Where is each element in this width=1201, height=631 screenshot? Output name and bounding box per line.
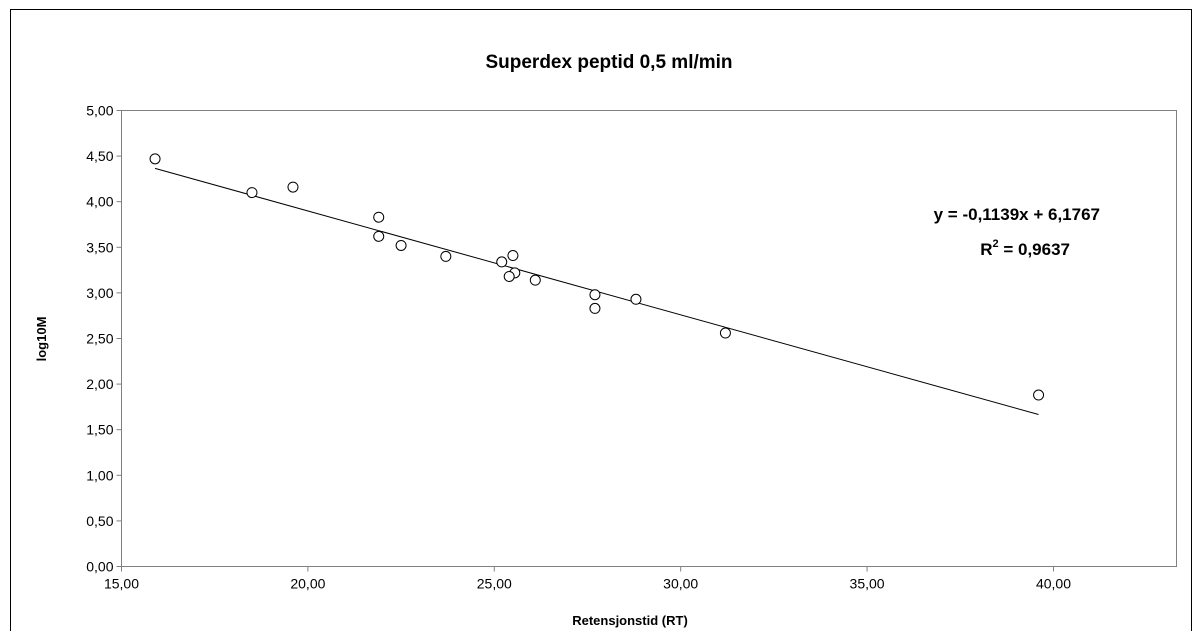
x-axis: 15,00 20,00 25,00 30,00 35,00 40,00	[104, 566, 1071, 592]
trendline-equation: y = -0,1139x + 6,1767	[934, 205, 1100, 224]
x-tick-label: 15,00	[104, 576, 139, 592]
y-tick-label: 0,00	[86, 559, 113, 575]
y-tick-label: 1,50	[86, 422, 113, 438]
data-point	[529, 274, 541, 286]
y-tick-label: 2,00	[86, 376, 113, 392]
x-tick-label: 20,00	[290, 576, 325, 592]
x-tick-label: 40,00	[1036, 576, 1071, 592]
y-axis: 0,00 0,50 1,00 1,50 2,00 2,50 3,00 3,50 4,00 4,50…	[86, 103, 122, 575]
x-axis-label: Retensjonstid (RT)	[572, 613, 688, 628]
data-point	[395, 239, 407, 251]
data-point	[503, 270, 515, 282]
r-squared-label: R2 = 0,9637	[980, 238, 1070, 259]
r2-superscript: 2	[993, 238, 999, 250]
data-point	[589, 289, 601, 301]
chart-border	[10, 9, 1192, 631]
data-point	[1033, 389, 1045, 401]
x-tick-label: 35,00	[850, 576, 885, 592]
x-tick-label: 25,00	[477, 576, 512, 592]
data-points	[149, 153, 1045, 401]
x-tick-label: 30,00	[663, 576, 698, 592]
y-tick-label: 3,50	[86, 239, 113, 255]
r2-prefix: R	[980, 240, 992, 259]
chart-title: Superdex peptid 0,5 ml/min	[485, 52, 732, 73]
data-point	[507, 250, 519, 262]
data-point	[373, 211, 385, 223]
data-point	[719, 327, 731, 339]
data-point	[630, 293, 642, 305]
data-point	[149, 153, 161, 165]
data-point	[589, 302, 601, 314]
y-tick-label: 5,00	[86, 103, 113, 119]
data-point	[287, 181, 299, 193]
data-point	[496, 256, 508, 268]
data-point	[373, 230, 385, 242]
r2-value: = 0,9637	[999, 240, 1070, 259]
y-tick-label: 2,50	[86, 331, 113, 347]
data-point	[246, 187, 258, 199]
data-point	[440, 250, 452, 262]
y-tick-label: 1,00	[86, 467, 113, 483]
y-tick-label: 4,50	[86, 148, 113, 164]
y-tick-label: 4,00	[86, 194, 113, 210]
y-axis-label: log10M	[34, 317, 49, 362]
y-tick-label: 0,50	[86, 513, 113, 529]
y-tick-label: 3,00	[86, 285, 113, 301]
